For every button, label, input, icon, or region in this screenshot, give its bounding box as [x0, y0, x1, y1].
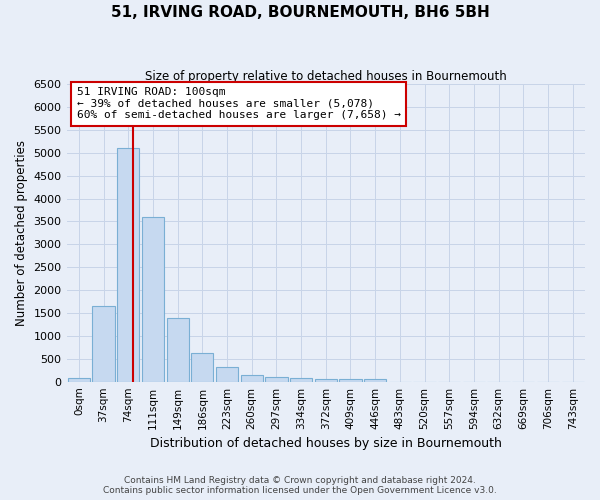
Text: Contains HM Land Registry data © Crown copyright and database right 2024.
Contai: Contains HM Land Registry data © Crown c… — [103, 476, 497, 495]
Bar — [314, 379, 337, 382]
Text: 51, IRVING ROAD, BOURNEMOUTH, BH6 5BH: 51, IRVING ROAD, BOURNEMOUTH, BH6 5BH — [110, 5, 490, 20]
Bar — [265, 377, 287, 382]
Bar — [191, 354, 214, 382]
Title: Size of property relative to detached houses in Bournemouth: Size of property relative to detached ho… — [145, 70, 506, 83]
Bar — [340, 379, 362, 382]
Bar — [216, 368, 238, 382]
Bar — [68, 378, 90, 382]
Bar — [290, 378, 312, 382]
Text: 51 IRVING ROAD: 100sqm
← 39% of detached houses are smaller (5,078)
60% of semi-: 51 IRVING ROAD: 100sqm ← 39% of detached… — [77, 87, 401, 120]
Y-axis label: Number of detached properties: Number of detached properties — [15, 140, 28, 326]
Bar — [364, 379, 386, 382]
Bar — [117, 148, 139, 382]
Bar — [142, 217, 164, 382]
Bar — [241, 375, 263, 382]
Bar — [92, 306, 115, 382]
X-axis label: Distribution of detached houses by size in Bournemouth: Distribution of detached houses by size … — [150, 437, 502, 450]
Bar — [167, 318, 189, 382]
